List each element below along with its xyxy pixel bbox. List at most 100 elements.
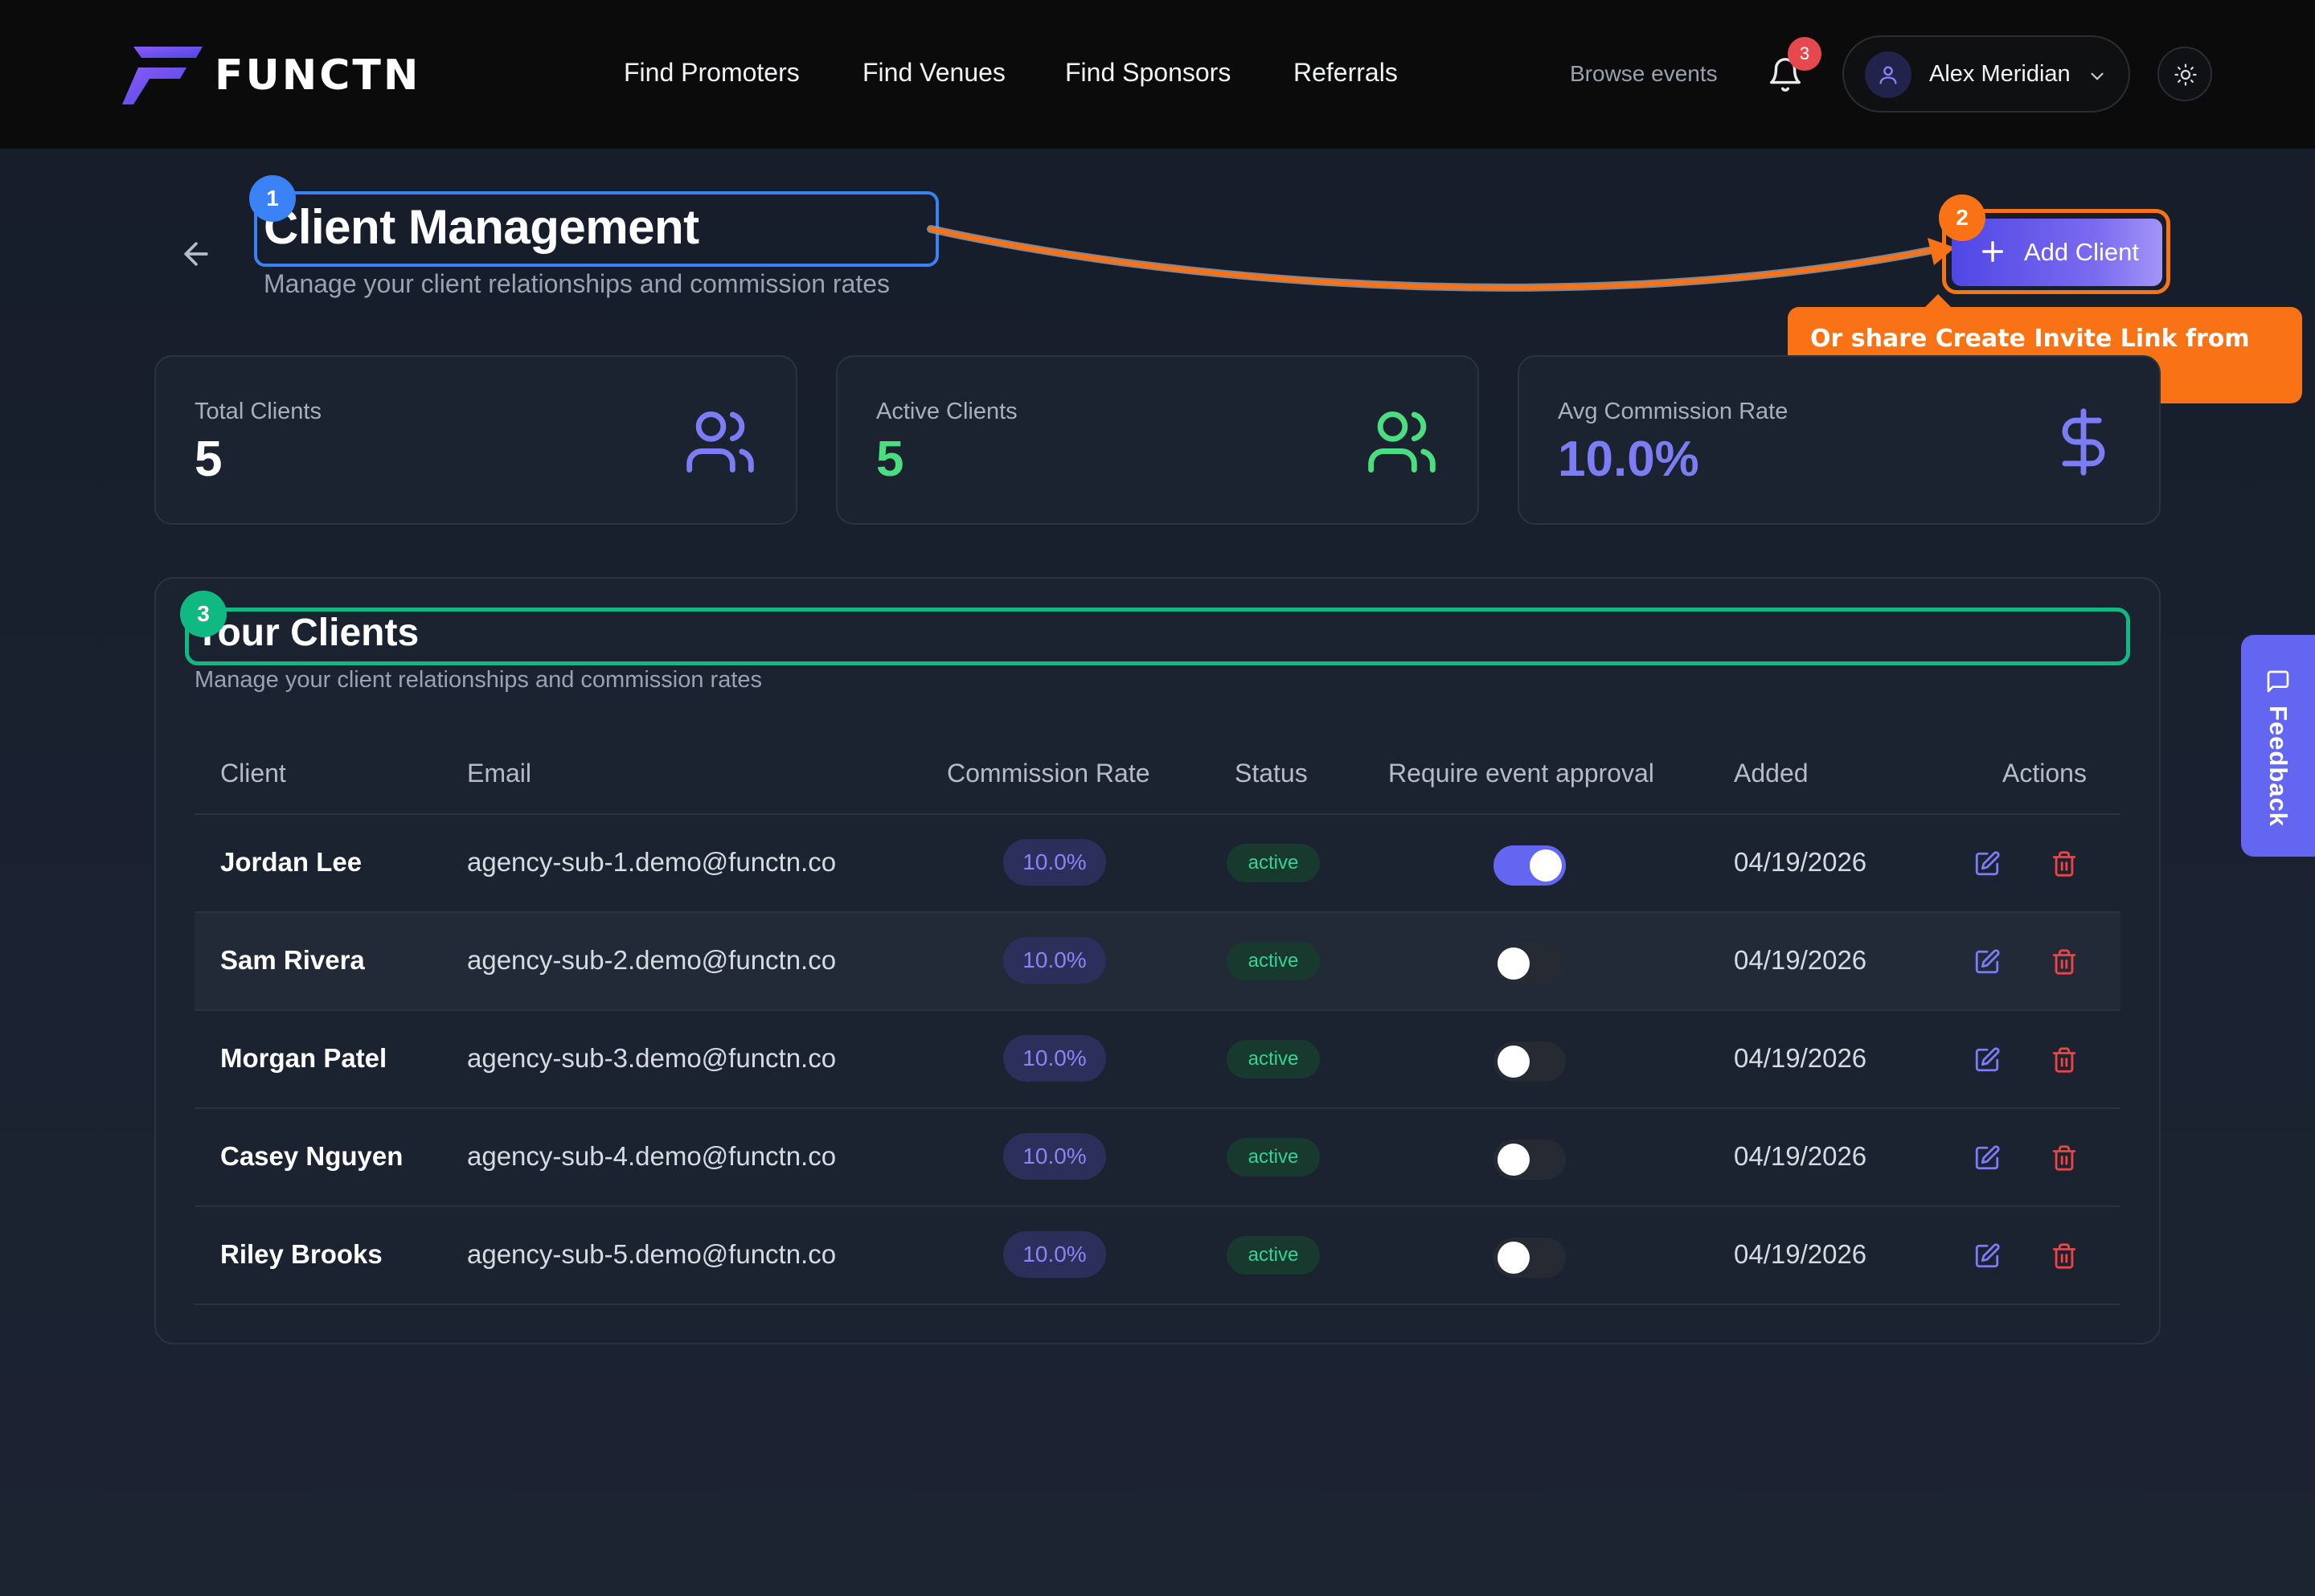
trash-icon[interactable] [2051, 1144, 2078, 1172]
client-name[interactable]: Morgan Patel [220, 1043, 387, 1073]
edit-icon[interactable] [1973, 1242, 2001, 1270]
stat-card-active-clients: Active Clients 5 [836, 355, 1479, 525]
table-row: Sam Rivera agency-sub-2.demo@functn.co 1… [195, 913, 2120, 1011]
column-header-require-approval[interactable]: Require event approval [1388, 759, 1654, 788]
column-header-actions: Actions [2002, 759, 2087, 788]
functn-logo-icon [122, 47, 203, 104]
toggle-knob [1498, 947, 1530, 980]
client-email: agency-sub-3.demo@functn.co [467, 1043, 837, 1073]
require-approval-toggle[interactable] [1493, 1140, 1566, 1180]
message-icon [2267, 670, 2289, 693]
toggle-knob [1530, 849, 1562, 882]
stat-label: Total Clients [195, 399, 322, 424]
trash-icon[interactable] [2051, 1242, 2078, 1270]
user-menu-button[interactable]: Alex Meridian [1842, 35, 2130, 113]
tooltip-caret [1925, 294, 1951, 307]
add-client-button[interactable]: Add Client [1952, 219, 2162, 286]
edit-icon[interactable] [1973, 1046, 2001, 1074]
nav-find-promoters[interactable]: Find Promoters [624, 58, 800, 87]
guide-step-badge-3: 3 [180, 591, 227, 637]
guide-highlight-add-client [1942, 209, 2170, 294]
brand-logo[interactable]: FUNCTN [122, 47, 452, 104]
page-subtitle: Manage your client relationships and com… [264, 269, 891, 298]
commission-rate-badge: 10.0% [1003, 1035, 1106, 1082]
client-email: agency-sub-1.demo@functn.co [467, 847, 837, 877]
client-name[interactable]: Jordan Lee [220, 847, 363, 877]
status-badge: active [1227, 942, 1320, 980]
feedback-label: Feedback [2264, 706, 2292, 828]
nav-find-venues[interactable]: Find Venues [862, 58, 1006, 87]
toggle-knob [1498, 1046, 1530, 1078]
status-badge: active [1227, 1236, 1320, 1275]
table-row: Casey Nguyen agency-sub-4.demo@functn.co… [195, 1109, 2120, 1207]
guide-step-badge-1: 1 [249, 175, 296, 222]
commission-rate-badge: 10.0% [1003, 937, 1106, 984]
client-name[interactable]: Sam Rivera [220, 945, 365, 975]
dollar-icon [2062, 408, 2105, 476]
commission-rate-badge: 10.0% [1003, 1133, 1106, 1180]
added-date: 04/19/2026 [1734, 1141, 1867, 1171]
trash-icon[interactable] [2051, 948, 2078, 976]
toggle-knob [1498, 1144, 1530, 1176]
nav-find-sponsors[interactable]: Find Sponsors [1065, 58, 1231, 87]
table-row: Morgan Patel agency-sub-3.demo@functn.co… [195, 1011, 2120, 1109]
theme-toggle-button[interactable] [2157, 47, 2212, 101]
toggle-knob [1498, 1242, 1530, 1274]
guide-arrow [927, 225, 1955, 292]
added-date: 04/19/2026 [1734, 1043, 1867, 1073]
edit-icon[interactable] [1973, 1144, 2001, 1172]
avatar [1865, 51, 1911, 98]
column-header-client[interactable]: Client [220, 759, 286, 788]
stat-label: Avg Commission Rate [1558, 399, 1788, 424]
require-approval-toggle[interactable] [1493, 1041, 1566, 1082]
stat-label: Active Clients [876, 399, 1018, 424]
chevron-down-icon [2091, 72, 2104, 80]
column-header-added[interactable]: Added [1734, 759, 1809, 788]
bell-icon[interactable] [1767, 56, 1804, 93]
add-client-label: Add Client [2024, 238, 2140, 266]
status-badge: active [1227, 844, 1320, 882]
client-name[interactable]: Riley Brooks [220, 1239, 383, 1269]
guide-step-badge-2: 2 [1939, 194, 1985, 241]
added-date: 04/19/2026 [1734, 1239, 1867, 1269]
table-row: Riley Brooks agency-sub-5.demo@functn.co… [195, 1207, 2120, 1305]
require-approval-toggle[interactable] [1493, 1238, 1566, 1278]
client-email: agency-sub-5.demo@functn.co [467, 1239, 837, 1269]
browse-events-link[interactable]: Browse events [1570, 61, 1718, 86]
status-badge: active [1227, 1138, 1320, 1177]
nav-referrals[interactable]: Referrals [1293, 58, 1398, 87]
back-arrow-icon[interactable] [178, 236, 214, 272]
users-icon [1368, 411, 1436, 473]
edit-icon[interactable] [1973, 850, 2001, 878]
user-name: Alex Meridian [1929, 61, 2071, 87]
user-icon [1879, 66, 1897, 84]
require-approval-toggle[interactable] [1493, 943, 1566, 984]
column-header-status[interactable]: Status [1235, 759, 1308, 788]
trash-icon[interactable] [2051, 850, 2078, 878]
brand-name: FUNCTN [215, 51, 421, 100]
stat-card-total-clients: Total Clients 5 [154, 355, 797, 525]
page-title: Client Management [264, 200, 699, 254]
table-row: Jordan Lee agency-sub-1.demo@functn.co 1… [195, 815, 2120, 913]
notification-count-badge: 3 [1788, 37, 1821, 71]
edit-icon[interactable] [1973, 948, 2001, 976]
column-header-commission-rate[interactable]: Commission Rate [947, 759, 1150, 788]
require-approval-toggle[interactable] [1493, 845, 1566, 886]
feedback-tab[interactable]: Feedback [2241, 635, 2315, 857]
client-email: agency-sub-2.demo@functn.co [467, 945, 837, 975]
added-date: 04/19/2026 [1734, 847, 1867, 877]
sun-icon [2174, 63, 2197, 86]
added-date: 04/19/2026 [1734, 945, 1867, 975]
client-email: agency-sub-4.demo@functn.co [467, 1141, 837, 1171]
commission-rate-badge: 10.0% [1003, 1231, 1106, 1278]
column-header-email[interactable]: Email [467, 759, 532, 788]
clients-section-subtitle: Manage your client relationships and com… [195, 667, 763, 693]
trash-icon[interactable] [2051, 1046, 2078, 1074]
clients-section-title: Your Clients [195, 612, 420, 654]
guide-highlight-clients [185, 608, 2130, 665]
top-navigation-bar: FUNCTN Find Promoters Find Venues Find S… [0, 0, 2315, 149]
stat-value: 5 [876, 432, 904, 487]
status-badge: active [1227, 1040, 1320, 1078]
client-name[interactable]: Casey Nguyen [220, 1141, 404, 1171]
commission-rate-badge: 10.0% [1003, 839, 1106, 886]
